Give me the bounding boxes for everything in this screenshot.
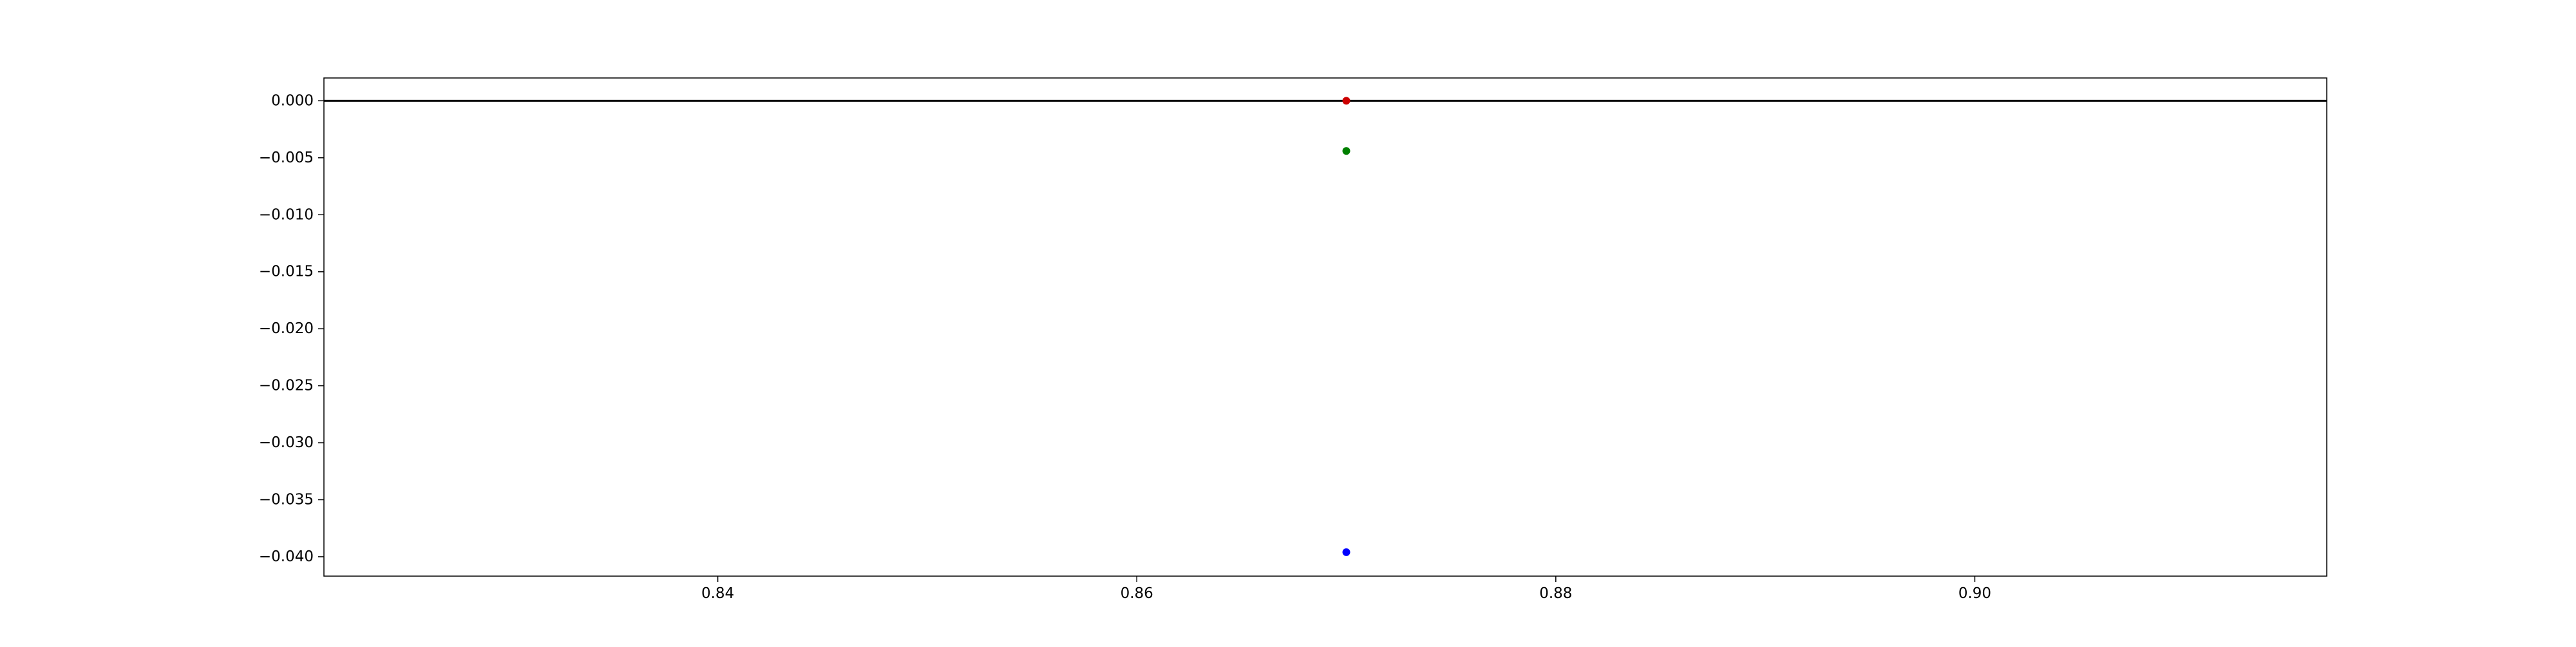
data-point: [1342, 97, 1350, 105]
x-tick-label: 0.86: [1121, 585, 1153, 602]
y-tick-label: −0.040: [259, 548, 314, 565]
x-tick-label: 0.84: [701, 585, 734, 602]
y-tick-label: −0.030: [259, 434, 314, 451]
y-tick-label: −0.010: [259, 206, 314, 223]
x-tick-label: 0.88: [1539, 585, 1572, 602]
y-tick-label: −0.025: [259, 378, 314, 394]
x-axis-ticks: 0.84 0.86 0.88 0.90: [701, 576, 1991, 602]
y-tick-label: −0.005: [259, 150, 314, 166]
data-point: [1342, 548, 1350, 556]
x-tick-label: 0.90: [1958, 585, 1991, 602]
data-point: [1342, 147, 1350, 155]
y-tick-label: 0.000: [271, 92, 314, 109]
y-tick-label: −0.020: [259, 320, 314, 337]
y-tick-label: −0.035: [259, 491, 314, 508]
y-axis-ticks: 0.000 −0.005 −0.010 −0.015 −0.020 −0.025 −0.03…: [259, 92, 324, 565]
y-tick-label: −0.015: [259, 264, 314, 280]
data-points: [1342, 97, 1350, 556]
plot-area: [323, 77, 2327, 577]
